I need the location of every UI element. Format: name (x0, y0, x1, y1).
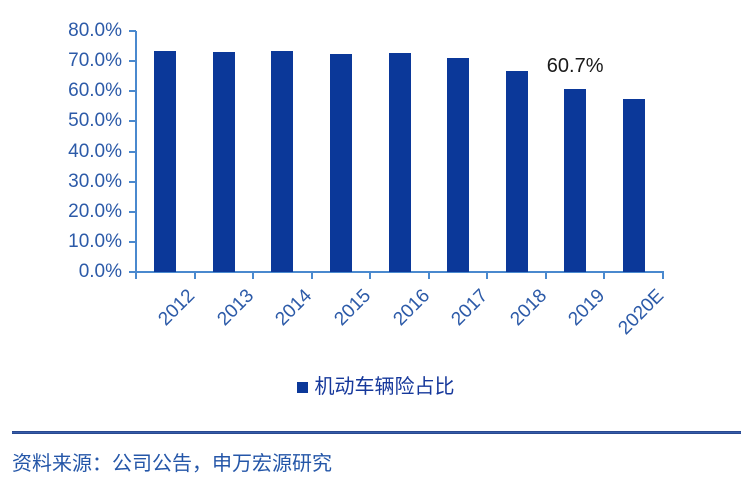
x-axis-label-2020E: 2020E (614, 285, 668, 339)
y-axis-tick-label: 0.0% (78, 261, 122, 282)
y-axis-tick-label: 80.0% (68, 20, 122, 41)
y-axis-tick-label: 60.0% (68, 80, 122, 102)
bar-2017 (447, 58, 470, 272)
legend: 机动车辆险占比 (0, 376, 751, 399)
bar-2013 (212, 52, 235, 272)
x-axis-label-2017: 2017 (447, 285, 493, 331)
x-axis-label-2013: 2013 (213, 285, 258, 331)
legend-square-icon (296, 382, 308, 393)
legend-series-label: 机动车辆险占比 (314, 376, 455, 398)
y-axis-tick-mark (129, 180, 136, 183)
x-axis-line (135, 271, 664, 273)
x-axis-label-2019: 2019 (564, 285, 610, 331)
x-axis-tick-mark (662, 272, 664, 279)
x-axis-tick-mark (310, 272, 313, 279)
bar-2012 (154, 51, 177, 272)
y-axis-tick-mark (129, 240, 136, 243)
x-axis-tick-mark (369, 272, 372, 279)
source-divider-line (12, 431, 741, 434)
y-axis-tick-mark (129, 150, 136, 153)
x-axis-tick-mark (427, 272, 430, 279)
y-axis-line (135, 31, 137, 272)
x-axis-label-2018: 2018 (506, 285, 551, 331)
y-axis-tick-label: 40.0% (68, 140, 122, 162)
bar-2020E (622, 99, 645, 272)
motor-insurance-share-chart: 0.0% 10.0% 20.0% 30.0% 40.0% 50.0% 60.0% 70.0% 8… (68, 20, 668, 339)
bar-2016 (388, 53, 411, 272)
y-axis-tick-mark (129, 90, 136, 93)
x-axis-tick-mark (135, 272, 137, 279)
y-axis-tick-mark (129, 120, 136, 123)
data-label-2019: 60.7% (546, 55, 604, 78)
x-axis-tick-mark (252, 272, 255, 279)
source-note: 资料来源：公司公告，申万宏源研究 (12, 453, 332, 475)
y-axis-tick-mark (129, 30, 136, 32)
x-axis-tick-mark (544, 272, 547, 279)
bar-2015 (329, 53, 352, 272)
y-axis-tick-label: 30.0% (68, 170, 122, 192)
y-axis-tick-label: 70.0% (68, 50, 122, 72)
y-axis-tick-label: 50.0% (68, 110, 122, 132)
x-axis-label-2016: 2016 (388, 285, 434, 331)
x-axis-label-2012: 2012 (154, 285, 200, 331)
y-axis-tick-mark (129, 60, 136, 63)
y-axis-tick-label: 10.0% (68, 230, 122, 252)
y-axis-tick-mark (129, 210, 136, 213)
y-axis-tick-label: 20.0% (68, 200, 122, 222)
x-axis-tick-mark (486, 272, 489, 279)
y-axis-tick-mark (129, 271, 136, 273)
bar-2014 (271, 51, 294, 272)
x-axis-tick-mark (603, 272, 606, 279)
bar-2018 (505, 71, 528, 272)
x-axis-tick-mark (193, 272, 196, 279)
bar-2019 (564, 89, 587, 272)
x-axis-label-2015: 2015 (330, 285, 376, 331)
x-axis-label-2014: 2014 (271, 285, 317, 331)
